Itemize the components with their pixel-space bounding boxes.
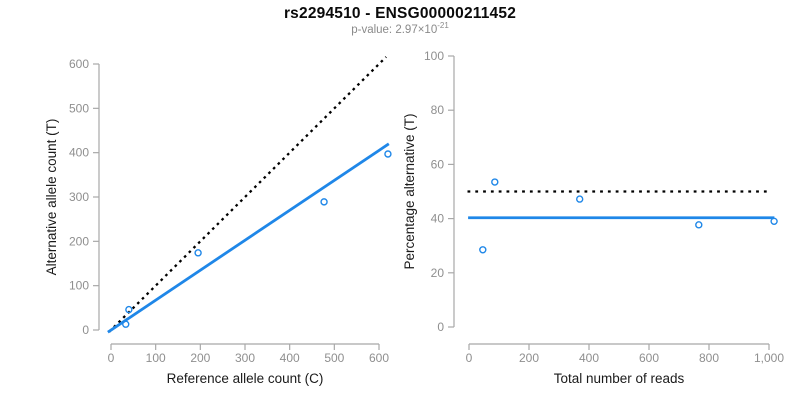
y-tick-label: 300	[69, 190, 89, 204]
x-tick-label: 200	[519, 351, 539, 365]
y-tick-label: 100	[69, 279, 89, 293]
y-axis-label: Percentage alternative (T)	[402, 113, 417, 269]
data-point	[491, 178, 499, 186]
y-tick-label: 60	[431, 157, 445, 171]
y-tick-label: 0	[437, 320, 444, 334]
x-axis-label: Total number of reads	[554, 371, 685, 386]
y-tick-label: 80	[431, 103, 445, 117]
data-point	[122, 320, 130, 328]
y-tick-label: 200	[69, 234, 89, 248]
y-tick-label: 40	[431, 212, 445, 226]
y-tick-label: 600	[69, 57, 89, 71]
pvalue-exponent: -21	[437, 21, 449, 31]
x-tick-label: 600	[369, 351, 389, 365]
right-panel: 0 20 40 60 80 100 0 200 400 600 800 1,000 Total numb…	[402, 49, 784, 386]
x-tick-label: 800	[699, 351, 719, 365]
pvalue-text: p-value: 2.97×10	[351, 24, 438, 36]
x-tick-label: 100	[146, 351, 166, 365]
x-tick-label: 1,000	[754, 351, 784, 365]
data-point	[770, 217, 778, 226]
x-axis-label: Reference allele count (C)	[167, 371, 324, 386]
data-point	[384, 150, 392, 158]
x-tick-label: 400	[579, 351, 599, 365]
y-tick-label: 20	[431, 266, 445, 280]
data-point	[695, 221, 703, 229]
data-point	[576, 195, 584, 203]
x-tick-label: 0	[466, 351, 473, 365]
data-point	[194, 249, 202, 257]
plot-title: rs2294510 - ENSG00000211452	[283, 5, 517, 22]
x-tick-label: 400	[280, 351, 300, 365]
data-point	[479, 246, 487, 254]
regression-line	[107, 142, 390, 334]
x-tick-label: 0	[108, 351, 115, 365]
x-tick-label: 500	[324, 351, 344, 365]
y-axis-label: Alternative allele count (T)	[44, 119, 59, 276]
y-tick-label: 0	[82, 323, 89, 337]
plot-subtitle: p-value: 2.97×10-21	[0, 21, 800, 36]
data-point	[125, 305, 133, 314]
y-tick-label: 100	[424, 49, 444, 63]
x-tick-label: 200	[190, 351, 210, 365]
identity-line	[108, 56, 387, 333]
x-tick-label: 300	[235, 351, 255, 365]
y-tick-label: 500	[69, 101, 89, 115]
x-tick-label: 600	[639, 351, 659, 365]
y-tick-label: 400	[69, 146, 89, 160]
data-point	[320, 198, 328, 206]
left-panel: 0 100 200 300 400 500 600 0 100 200 300 400 500 600 Re…	[44, 56, 392, 386]
